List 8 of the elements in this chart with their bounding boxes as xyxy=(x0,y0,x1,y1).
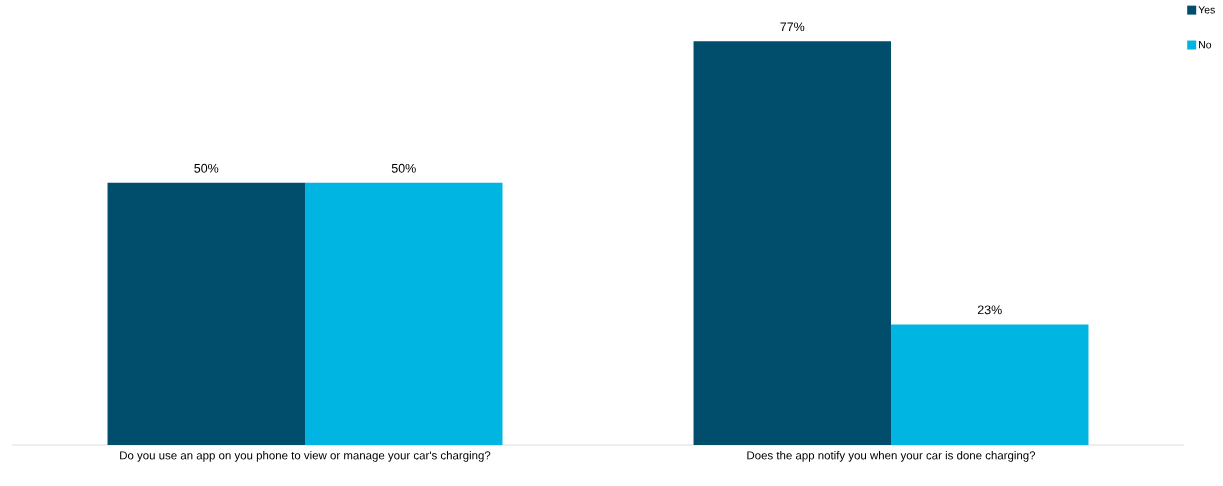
x-tick-label: Do you use an app on you phone to view or manage your car's charging? xyxy=(120,451,491,462)
data-label: 50% xyxy=(391,163,416,173)
data-label: 23% xyxy=(977,305,1002,315)
legend-label: Yes xyxy=(1198,6,1215,14)
data-label: 50% xyxy=(194,163,219,173)
data-label: 77% xyxy=(780,22,805,32)
x-tick-label: Does the app notify you when your car is done charging? xyxy=(747,451,1036,462)
legend-label: No xyxy=(1199,41,1212,49)
